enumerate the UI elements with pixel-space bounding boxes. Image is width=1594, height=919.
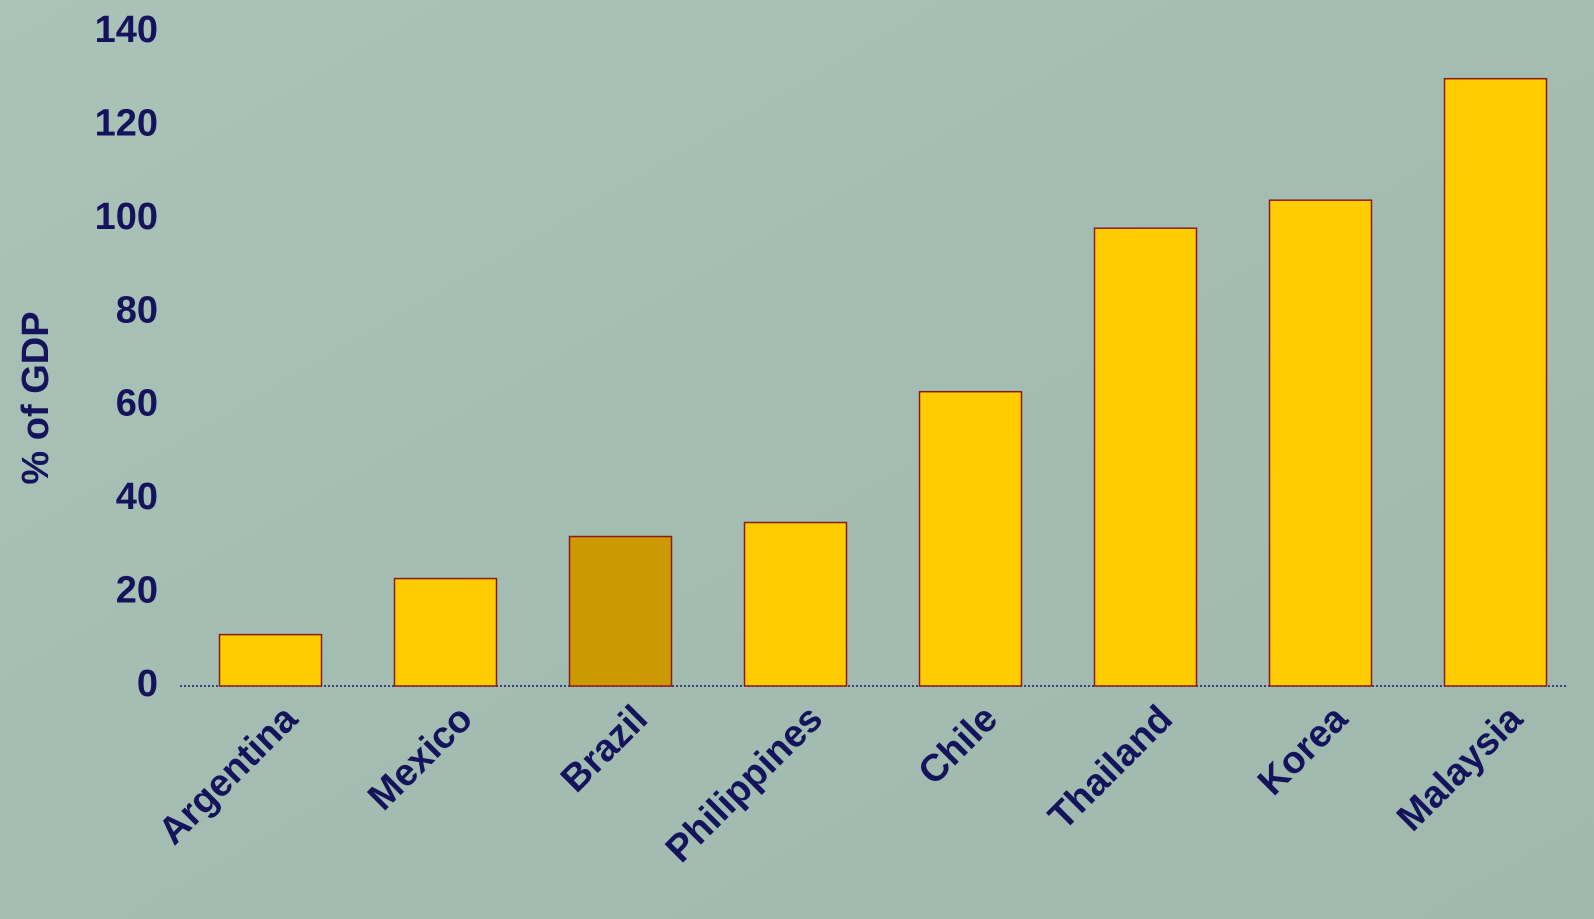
bar bbox=[1268, 199, 1373, 687]
y-tick-label: 100 bbox=[95, 196, 158, 238]
bar bbox=[918, 390, 1023, 687]
y-tick-label: 120 bbox=[95, 102, 158, 144]
y-tick-label: 40 bbox=[116, 476, 158, 518]
bar bbox=[1443, 77, 1548, 687]
bar bbox=[218, 633, 323, 687]
y-tick-label: 80 bbox=[116, 289, 158, 331]
bar bbox=[1093, 227, 1198, 687]
y-tick-label: 140 bbox=[95, 9, 158, 51]
y-tick-label: 20 bbox=[116, 570, 158, 612]
bar bbox=[568, 535, 673, 687]
bar bbox=[393, 577, 498, 687]
y-axis-label: % of GDP bbox=[15, 311, 57, 484]
y-tick-label: 0 bbox=[137, 663, 158, 705]
bar bbox=[743, 521, 848, 687]
y-tick-label: 60 bbox=[116, 383, 158, 425]
